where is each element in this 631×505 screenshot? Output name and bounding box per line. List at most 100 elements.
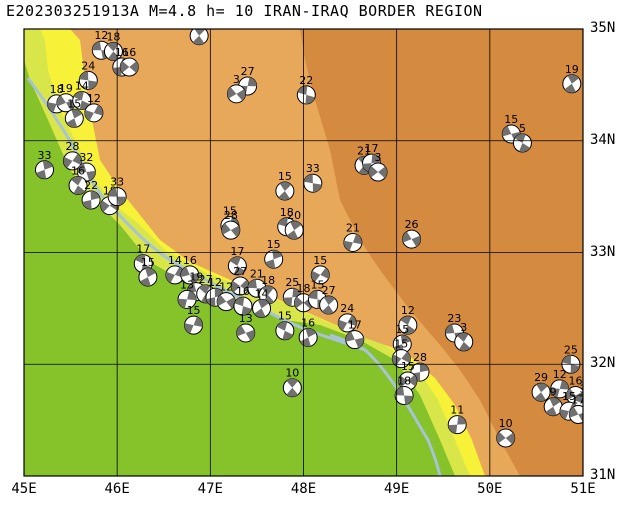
focal-mechanism-marker[interactable]: 9: [543, 386, 563, 417]
depth-label: 25: [285, 276, 299, 289]
compressional-quadrant: [73, 91, 90, 110]
focal-mechanism-marker[interactable]: 14: [165, 254, 185, 285]
map-title: E202303251913A M=4.8 h= 10 IRAN-IRAQ BOR…: [6, 2, 483, 20]
focal-mechanism-marker[interactable]: 33: [303, 162, 323, 193]
focal-mechanism-marker[interactable]: 15: [64, 97, 84, 128]
focal-mechanism-marker[interactable]: 24: [78, 59, 98, 90]
compressional-quadrant: [574, 394, 583, 413]
longitude-label: 45E: [11, 481, 37, 497]
focal-mechanism-marker[interactable]: 14: [72, 80, 92, 111]
focal-mechanism-marker[interactable]: 18: [394, 375, 414, 406]
focal-mechanism-marker[interactable]: 33: [34, 149, 54, 180]
focal-mechanism-marker[interactable]: 17: [345, 319, 365, 350]
focal-mechanism-marker[interactable]: 11: [447, 404, 467, 435]
focal-mechanism-marker[interactable]: 15: [398, 360, 418, 391]
focal-mechanism-marker[interactable]: 16: [233, 285, 253, 316]
focal-mechanism-marker[interactable]: 16: [298, 316, 318, 347]
depth-label: 15: [401, 360, 415, 373]
focal-mechanism-marker[interactable]: 27: [230, 265, 250, 296]
focal-mechanism-marker[interactable]: 15: [275, 310, 295, 341]
compressional-quadrant: [229, 256, 245, 275]
focal-mechanism-marker[interactable]: 10: [496, 417, 516, 448]
depth-label: 16: [301, 316, 315, 329]
compressional-quadrant: [108, 187, 127, 206]
focal-mechanism-marker[interactable]: 13: [236, 312, 256, 343]
focal-mechanism-marker[interactable]: 15: [275, 170, 295, 201]
focal-mechanism-marker[interactable]: 17: [227, 245, 247, 276]
focal-mechanism-marker[interactable]: 14: [252, 287, 272, 318]
depth-label: 28: [413, 351, 427, 364]
focal-mechanism-marker[interactable]: 27: [319, 284, 339, 315]
compressional-quadrant: [82, 190, 100, 210]
compressional-quadrant: [217, 294, 236, 309]
focal-mechanism-marker[interactable]: 5: [512, 122, 532, 153]
focal-mechanism-marker[interactable]: 15: [264, 238, 284, 269]
focal-mechanism-marker[interactable]: 22: [296, 74, 316, 105]
focal-mechanism-marker[interactable]: 22: [81, 179, 101, 210]
focal-mechanism-marker[interactable]: 19: [56, 82, 76, 113]
compressional-quadrant: [227, 87, 246, 101]
focal-mechanism-marker[interactable]: 16: [180, 254, 200, 285]
focal-mechanism-marker[interactable]: 3: [454, 321, 474, 352]
focal-mechanism-marker[interactable]: 10: [282, 367, 302, 398]
depth-label: 15: [395, 323, 409, 336]
focal-mechanism-marker[interactable]: 17: [568, 394, 587, 425]
focal-mechanism-marker[interactable]: 20: [284, 209, 304, 240]
compressional-quadrant: [514, 133, 531, 152]
focal-mechanism-marker[interactable]: 24: [337, 302, 357, 333]
focal-mechanism-marker[interactable]: 21: [189, 15, 209, 46]
depth-label: 27: [241, 65, 255, 78]
compressional-quadrant: [276, 321, 293, 340]
compressional-quadrant: [303, 174, 322, 193]
depth-label: 10: [285, 367, 299, 380]
focal-mechanism-marker[interactable]: 3: [226, 73, 246, 104]
depth-label: 15: [504, 113, 518, 126]
depth-label: 12: [401, 304, 415, 317]
compressional-quadrant: [393, 335, 411, 354]
depth-label: 19: [565, 63, 579, 76]
focal-mechanism-marker[interactable]: 15: [310, 254, 330, 285]
focal-mechanism-marker[interactable]: 15: [184, 304, 204, 335]
focal-mechanism-marker[interactable]: 15: [138, 256, 158, 287]
focal-mechanism-marker[interactable]: 26: [402, 218, 422, 249]
focal-mechanism-marker[interactable]: 16: [119, 46, 139, 77]
depth-label: 15: [187, 304, 201, 317]
focal-mechanism-marker[interactable]: 28: [62, 140, 82, 171]
depth-label: 15: [267, 238, 281, 251]
compressional-quadrant: [71, 176, 85, 195]
compressional-quadrant: [311, 267, 330, 282]
compressional-quadrant: [221, 223, 240, 237]
focal-mechanism-marker[interactable]: 29: [531, 371, 551, 402]
focal-mechanism-marker[interactable]: 32: [76, 151, 96, 182]
depth-label: 21: [192, 15, 206, 28]
focal-mechanism-marker[interactable]: 12: [84, 92, 104, 123]
depth-label: 15: [67, 97, 81, 110]
compressional-quadrant: [338, 315, 357, 331]
focal-mechanism-marker[interactable]: 12: [550, 368, 570, 399]
compressional-quadrant: [402, 231, 421, 247]
compressional-quadrant: [345, 331, 364, 348]
focal-mechanism-marker[interactable]: 3: [368, 151, 388, 182]
focal-mechanism-marker[interactable]: 12: [216, 281, 236, 312]
depth-label: 17: [230, 245, 244, 258]
focal-mechanism-marker[interactable]: 13: [177, 278, 197, 309]
longitude-label: 47E: [197, 481, 223, 497]
compressional-quadrant: [562, 355, 580, 374]
focal-mechanism-marker[interactable]: 19: [562, 63, 582, 94]
depth-label: 28: [224, 209, 238, 222]
depth-label: 27: [233, 265, 247, 278]
focal-mechanism-marker[interactable]: 21: [343, 221, 363, 252]
latitude-label: 33N: [590, 243, 616, 260]
focal-mechanism-marker[interactable]: 16: [68, 164, 88, 195]
depth-label: 14: [168, 254, 182, 267]
focal-mechanism-marker[interactable]: 15: [392, 323, 412, 354]
depth-label: 15: [278, 310, 292, 323]
focal-mechanism-marker[interactable]: 12: [398, 304, 418, 335]
latitude-label: 31N: [590, 467, 616, 483]
depth-label: 3: [580, 382, 587, 395]
focal-mechanism-marker[interactable]: 28: [221, 209, 241, 240]
longitude-label: 49E: [384, 481, 410, 497]
depth-label: 14: [255, 287, 269, 300]
depth-label: 16: [71, 164, 85, 177]
